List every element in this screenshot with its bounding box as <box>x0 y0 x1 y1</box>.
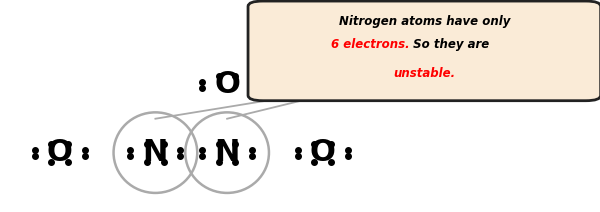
Text: N: N <box>143 138 168 167</box>
Text: Nitrogen atoms have only: Nitrogen atoms have only <box>338 15 510 28</box>
FancyBboxPatch shape <box>248 1 600 101</box>
Text: O: O <box>47 138 73 167</box>
Text: unstable.: unstable. <box>393 67 455 80</box>
Text: 6 electrons.: 6 electrons. <box>331 38 409 51</box>
Text: So they are: So they are <box>409 38 490 51</box>
Text: O: O <box>214 70 240 99</box>
Text: N: N <box>214 138 240 167</box>
Text: O: O <box>310 138 335 167</box>
